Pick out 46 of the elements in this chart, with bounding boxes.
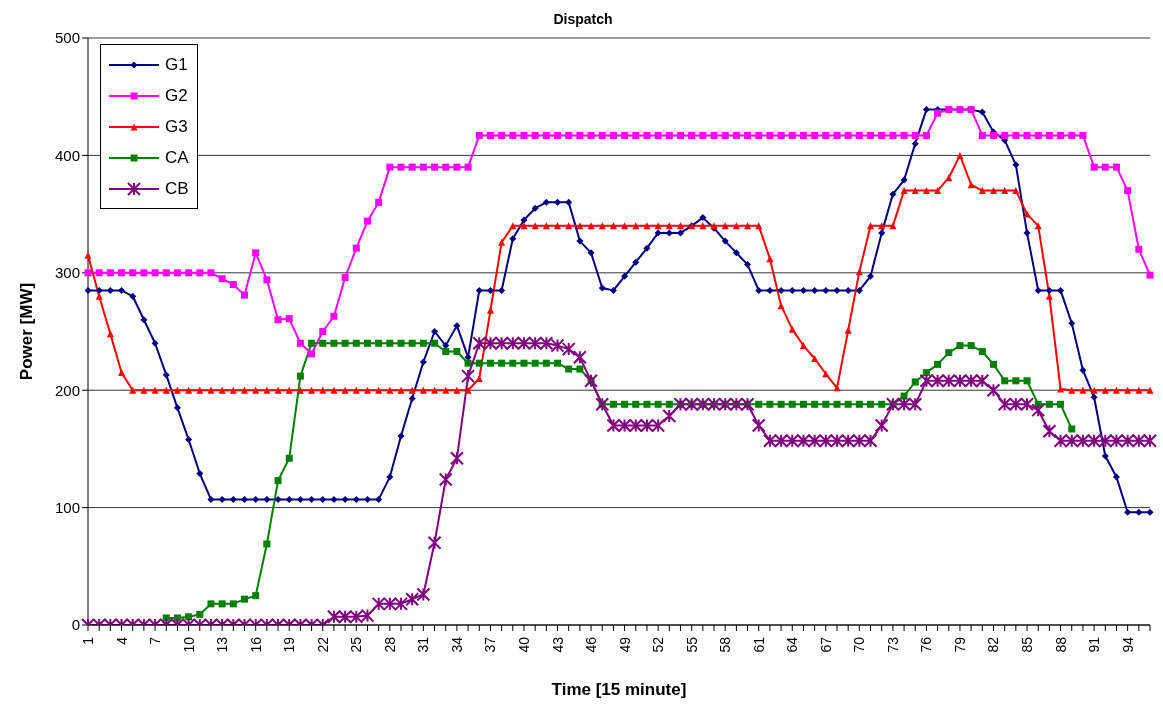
x-tick-label: 1 xyxy=(80,636,96,645)
x-tick-label: 31 xyxy=(415,636,432,653)
x-tick-label: 70 xyxy=(851,636,868,653)
x-tick-label: 25 xyxy=(348,636,365,653)
y-tick-label: 300 xyxy=(54,264,80,282)
x-tick-label: 28 xyxy=(381,636,398,653)
x-tick-label: 94 xyxy=(1119,636,1136,653)
x-tick-label: 67 xyxy=(817,636,834,653)
x-tick-label: 46 xyxy=(583,636,600,653)
x-tick-label: 85 xyxy=(1019,636,1036,653)
x-tick-label: 37 xyxy=(482,636,499,653)
x-tick-label: 34 xyxy=(448,636,465,653)
x-tick-label: 58 xyxy=(717,636,734,653)
x-tick-label: 91 xyxy=(1086,636,1103,653)
x-tick-label: 64 xyxy=(784,636,801,653)
y-tick-label: 500 xyxy=(54,29,80,47)
x-tick-label: 49 xyxy=(616,636,633,653)
x-tick-label: 13 xyxy=(214,636,231,653)
x-tick-label: 43 xyxy=(549,636,566,653)
x-tick-label: 73 xyxy=(884,636,901,653)
x-tick-label: 7 xyxy=(147,636,164,645)
x-tick-label: 52 xyxy=(650,636,667,653)
y-tick-label: 100 xyxy=(54,498,80,516)
x-tick-label: 10 xyxy=(180,636,197,653)
legend-label: G2 xyxy=(165,85,188,106)
legend-label: CA xyxy=(165,147,189,168)
legend-label: G3 xyxy=(165,116,188,137)
x-tick-label: 79 xyxy=(951,636,968,653)
x-tick-label: 19 xyxy=(281,636,298,653)
legend-label: G1 xyxy=(165,54,188,75)
y-tick-label: 200 xyxy=(54,381,80,399)
x-tick-label: 40 xyxy=(515,636,532,653)
x-tick-label: 88 xyxy=(1052,636,1069,653)
chart-title: Dispatch xyxy=(552,10,614,29)
x-tick-label: 55 xyxy=(683,636,700,653)
x-tick-label: 22 xyxy=(314,636,331,653)
x-tick-label: 16 xyxy=(247,636,264,653)
x-axis-title: Time [15 minute] xyxy=(551,680,687,699)
y-tick-label: 400 xyxy=(54,146,80,164)
y-axis-title: Power [MW] xyxy=(17,282,37,381)
y-tick-label: 0 xyxy=(71,616,80,634)
x-tick-label: 4 xyxy=(113,636,130,645)
x-tick-label: 61 xyxy=(750,636,767,653)
legend-label: CB xyxy=(165,178,189,199)
x-tick-label: 76 xyxy=(918,636,935,653)
x-tick-label: 82 xyxy=(985,636,1002,653)
